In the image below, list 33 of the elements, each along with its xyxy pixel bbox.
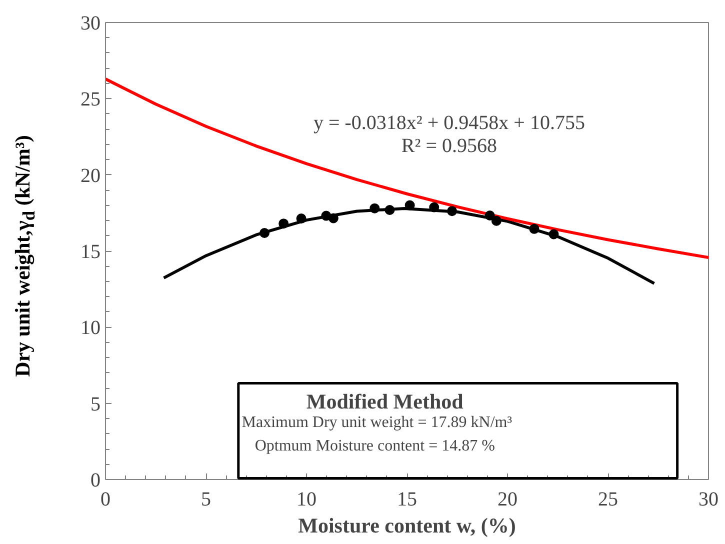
point (278, 218, 289, 229)
x-tick-label: 30 (698, 488, 718, 510)
annotation: Optmum Moisture content = 14.87 % (254, 437, 495, 454)
y-tick-label: 25 (80, 88, 100, 111)
y-tick-label: 5 (90, 393, 100, 416)
point (404, 200, 415, 210)
x-axis-title: Moisture content w, (%) (298, 514, 516, 538)
point (529, 224, 540, 234)
y-tick-label: 10 (80, 317, 100, 340)
annotation: R² = 0.9568 (401, 134, 498, 157)
point (447, 206, 458, 216)
x-tick-label: 10 (296, 488, 316, 510)
point (259, 228, 270, 238)
point (384, 205, 395, 216)
annotation: Maximum Dry unit weight = 17.89 kN/m³ (242, 414, 512, 432)
annotation: Modified Method (306, 389, 464, 414)
point (370, 203, 380, 214)
line-series (106, 78, 708, 260)
point (328, 213, 338, 224)
point (548, 229, 559, 240)
point (491, 216, 502, 226)
x-tick-label: 15 (397, 488, 417, 510)
point (296, 214, 306, 224)
y-tick-label: 20 (80, 164, 100, 187)
x-tick-label: 25 (598, 488, 618, 510)
x-tick-label: 5 (201, 488, 211, 510)
annotation: y = -0.0318x² + 0.9458x + 10.755 (313, 112, 585, 134)
x-tick-label: 20 (498, 488, 518, 510)
point (484, 210, 495, 220)
y-tick-label: 15 (80, 241, 100, 263)
y-tick-label: 0 (90, 470, 100, 492)
y-tick-label: 30 (80, 12, 100, 34)
point (429, 202, 440, 212)
